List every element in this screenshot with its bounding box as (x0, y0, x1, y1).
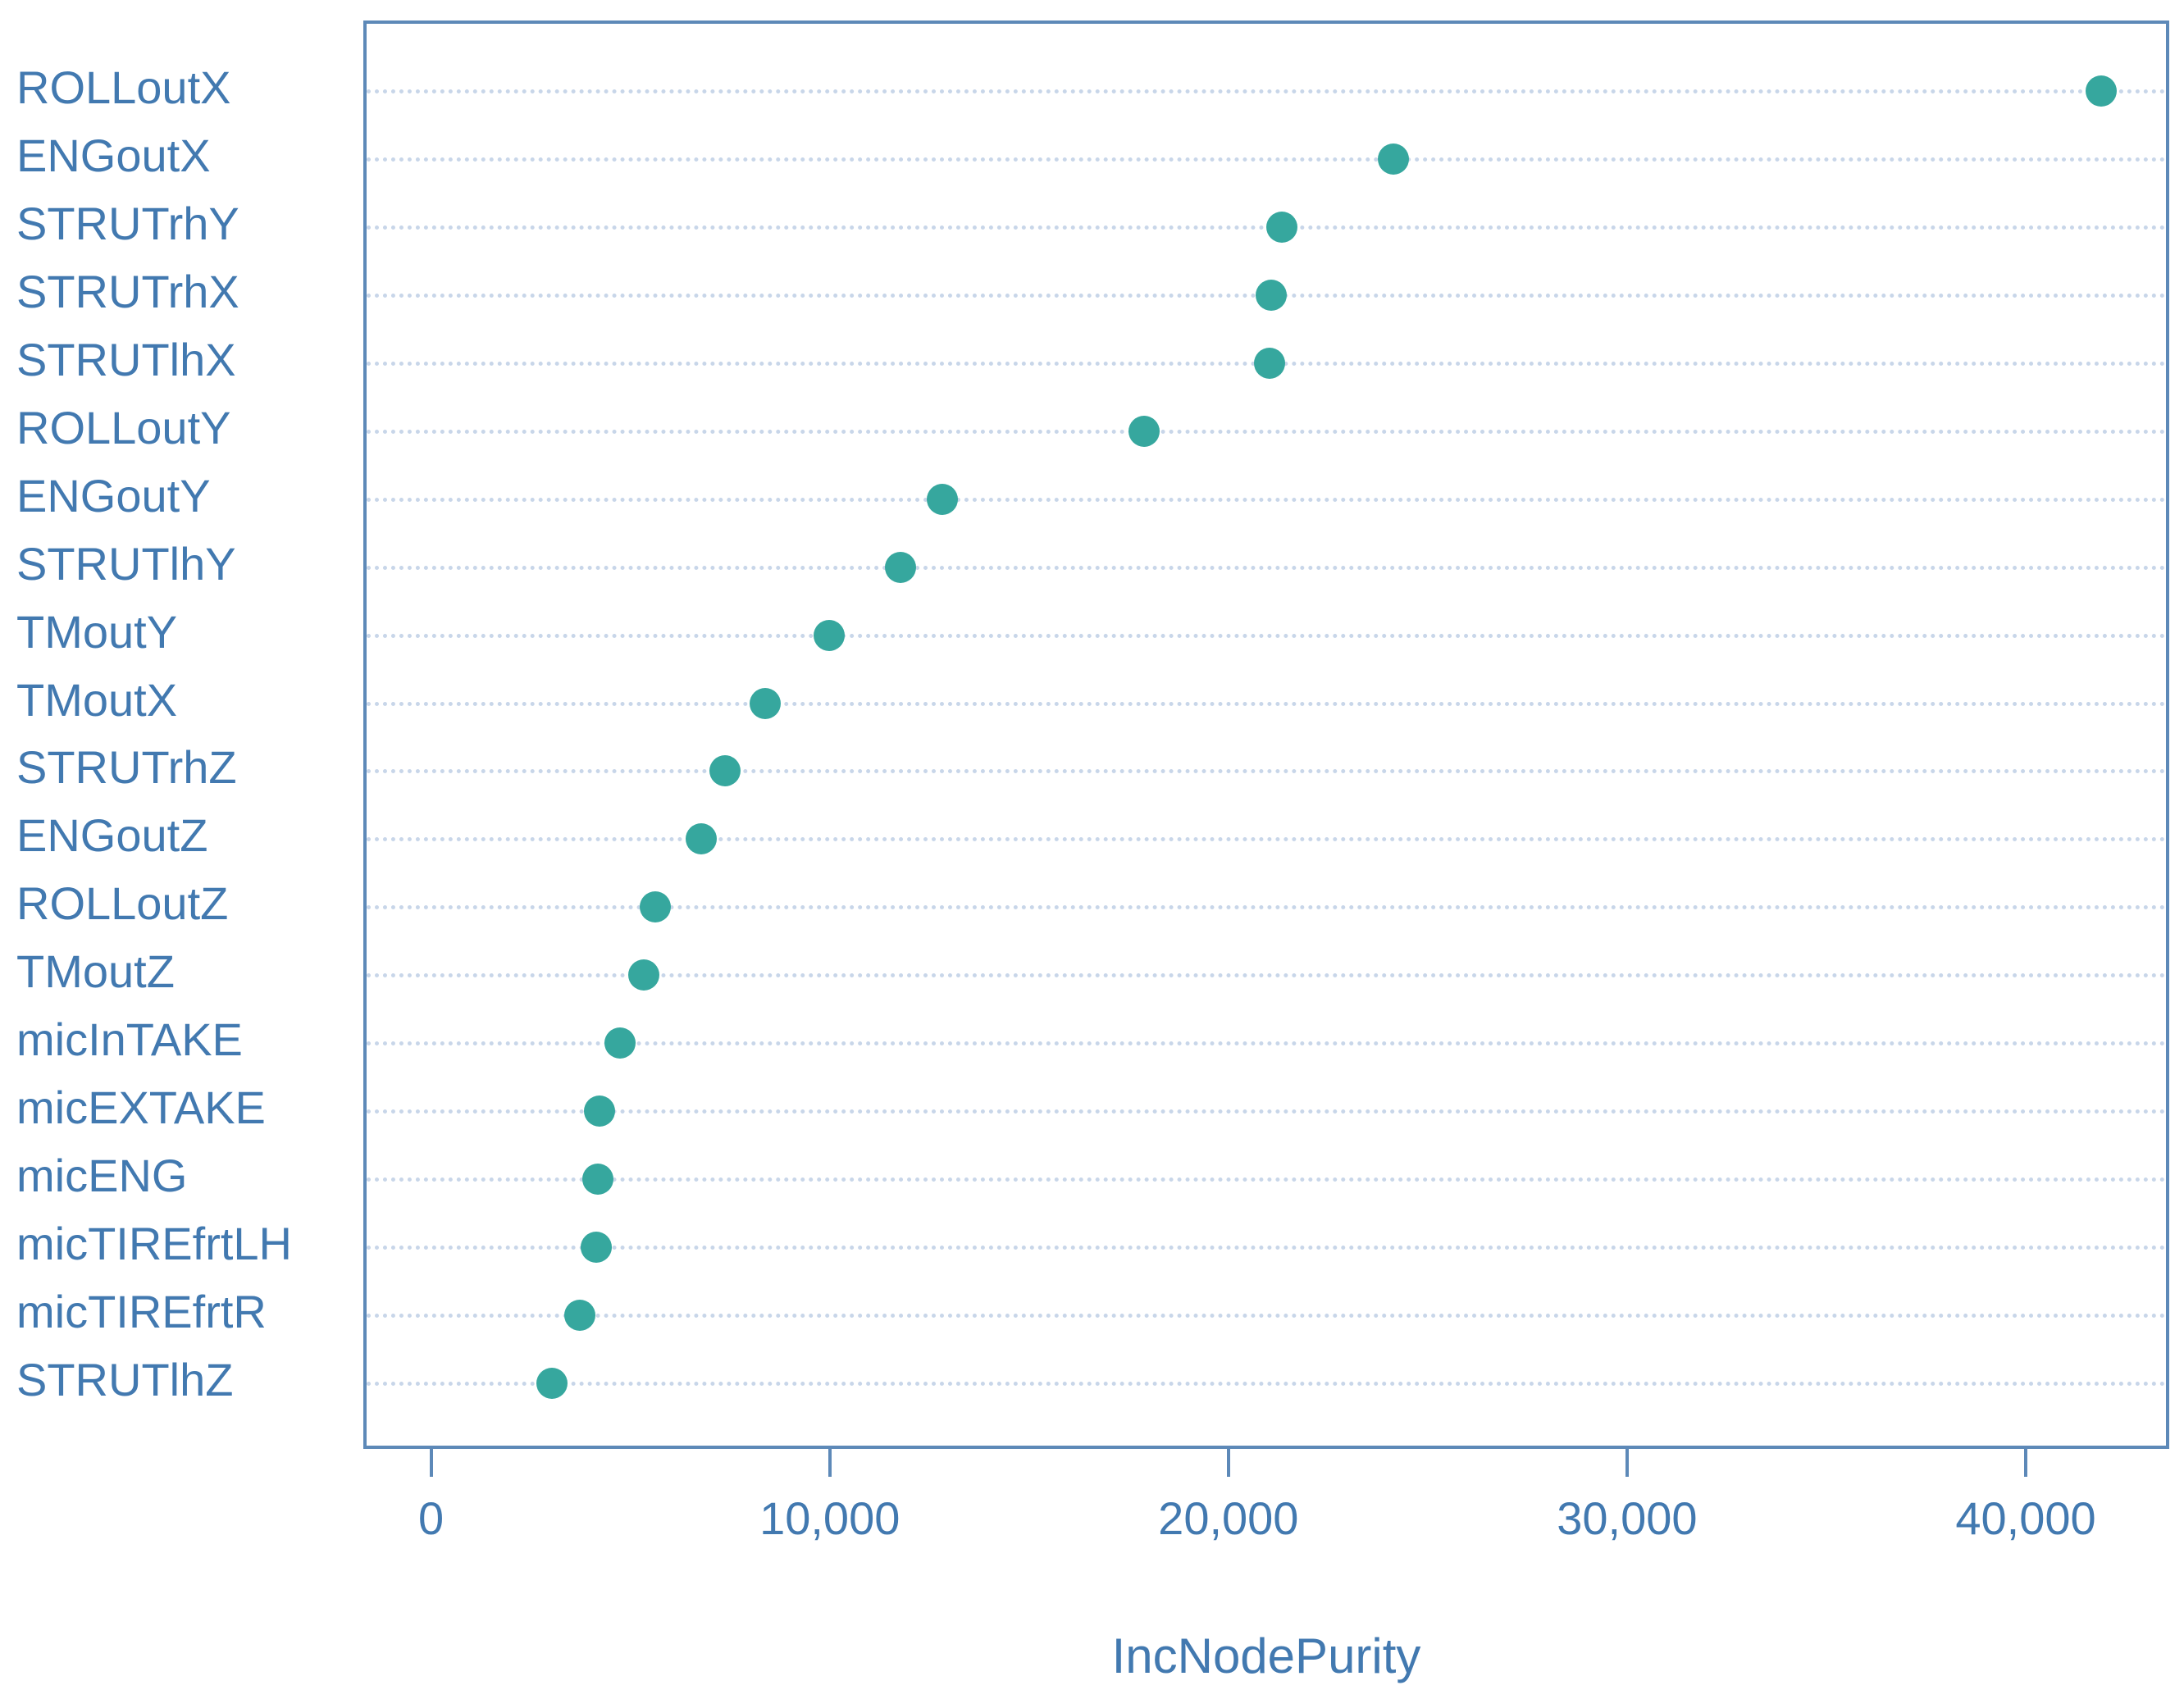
y-axis-label: ENGoutZ (16, 809, 208, 862)
grid-line (367, 1041, 2166, 1046)
data-point (1254, 347, 1285, 379)
grid-line (367, 837, 2166, 842)
grid-line (367, 429, 2166, 434)
y-axis-label: micENG (16, 1150, 188, 1202)
y-axis-label: TMoutY (16, 605, 178, 658)
data-point (1256, 279, 1288, 311)
grid-line (367, 769, 2166, 774)
y-axis-label: STRUTlhY (16, 537, 236, 590)
x-axis-title: IncNodePurity (1111, 1628, 1421, 1683)
y-axis-label: ENGoutY (16, 469, 211, 522)
data-point (686, 823, 718, 855)
x-tick-mark (1625, 1449, 1629, 1477)
grid-line (367, 1382, 2166, 1386)
data-point (640, 891, 672, 923)
data-point (564, 1300, 596, 1332)
plot-area (363, 20, 2169, 1449)
grid-line (367, 905, 2166, 910)
data-point (885, 551, 917, 583)
x-tick-label: 0 (418, 1492, 445, 1544)
y-axis-label: TMoutX (16, 673, 178, 726)
data-point (813, 619, 845, 651)
y-axis-label: STRUTrhX (16, 265, 239, 317)
x-tick-mark (429, 1449, 433, 1477)
data-point (927, 483, 959, 515)
data-point (584, 1095, 616, 1127)
x-tick-mark (2024, 1449, 2027, 1477)
data-point (581, 1164, 613, 1196)
grid-line (367, 701, 2166, 706)
grid-line (367, 633, 2166, 638)
data-point (1377, 143, 1409, 175)
y-axis-label: ROLLoutX (16, 61, 231, 113)
grid-line (367, 497, 2166, 502)
grid-line (367, 1109, 2166, 1114)
x-tick-label: 40,000 (1955, 1492, 2096, 1544)
data-point (750, 687, 782, 719)
grid-line (367, 157, 2166, 162)
grid-line (367, 89, 2166, 93)
y-axis-label: TMoutZ (16, 945, 175, 998)
y-axis-label: micEXTAKE (16, 1082, 266, 1134)
data-point (627, 959, 659, 991)
data-point (604, 1027, 636, 1059)
y-axis-label: ROLLoutY (16, 401, 231, 453)
y-axis-label: STRUTlhZ (16, 1354, 234, 1405)
y-axis-label: micTIREfrtLH (16, 1218, 292, 1270)
data-point (580, 1232, 612, 1264)
data-point (709, 755, 741, 787)
x-tick-mark (828, 1449, 832, 1477)
grid-line (367, 1177, 2166, 1182)
y-axis-label: micTIREfrtR (16, 1286, 267, 1338)
grid-line (367, 565, 2166, 570)
y-axis-label: STRUTrhY (16, 197, 239, 249)
x-tick-label: 10,000 (759, 1492, 901, 1544)
data-point (1265, 211, 1297, 243)
grid-line (367, 1246, 2166, 1250)
grid-line (367, 1314, 2166, 1319)
y-axis-label: STRUTlhX (16, 333, 236, 385)
data-point (536, 1368, 568, 1399)
y-axis-label: ENGoutX (16, 129, 211, 181)
x-tick-label: 30,000 (1557, 1492, 1698, 1544)
y-axis-label: micInTAKE (16, 1013, 243, 1066)
x-tick-mark (1226, 1449, 1230, 1477)
data-point (1128, 415, 1160, 447)
grid-line (367, 973, 2166, 978)
x-tick-label: 20,000 (1158, 1492, 1299, 1544)
y-axis-label: ROLLoutZ (16, 877, 229, 930)
data-point (2085, 75, 2117, 107)
y-axis-label: STRUTrhZ (16, 741, 237, 794)
